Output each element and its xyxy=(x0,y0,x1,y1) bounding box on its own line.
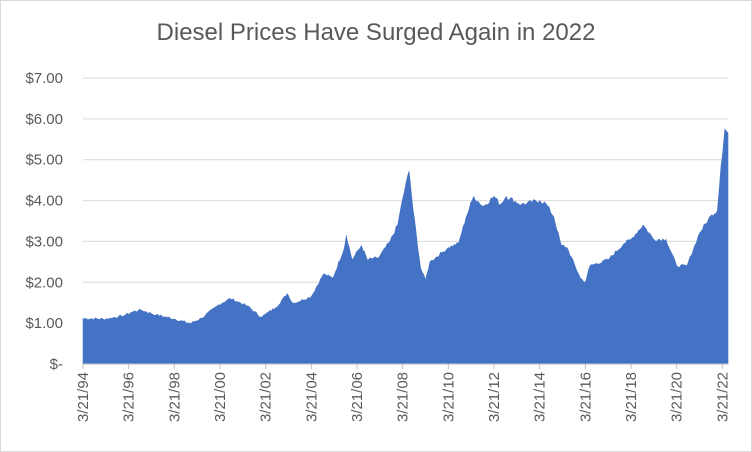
x-tick-label: 3/21/20 xyxy=(669,372,686,422)
y-tick-label: $5.00 xyxy=(25,152,63,169)
y-tick-label: $4.00 xyxy=(25,193,63,210)
x-tick-label: 3/21/08 xyxy=(395,372,412,422)
x-tick-label: 3/21/98 xyxy=(166,372,183,422)
y-tick-label: $- xyxy=(50,356,63,373)
area-series-diesel-price xyxy=(82,128,729,365)
x-tick-label: 3/21/00 xyxy=(212,372,229,422)
x-tick-label: 3/21/06 xyxy=(349,372,366,422)
x-tick-label: 3/21/94 xyxy=(75,372,92,422)
x-tick-label: 3/21/02 xyxy=(258,372,275,422)
x-axis: 3/21/94 3/21/96 3/21/98 3/21/00 3/21/02 3/21/… xyxy=(75,363,731,422)
y-tick-label: $7.00 xyxy=(25,70,63,87)
y-tick-label: $6.00 xyxy=(25,111,63,128)
y-axis: $- $1.00 $2.00 $3.00 $4.00 $5.00 $6.00 $7.00 xyxy=(25,70,63,373)
x-tick-label: 3/21/10 xyxy=(440,372,457,422)
x-tick-label: 3/21/14 xyxy=(532,372,549,422)
x-tick-label: 3/21/12 xyxy=(486,372,503,422)
y-tick-label: $1.00 xyxy=(25,315,63,332)
y-tick-label: $2.00 xyxy=(25,274,63,291)
chart-title: Diesel Prices Have Surged Again in 2022 xyxy=(156,19,596,46)
x-tick-label: 3/21/16 xyxy=(577,372,594,422)
x-tick-label: 3/21/18 xyxy=(623,372,640,422)
x-tick-label: 3/21/04 xyxy=(303,372,320,422)
x-tick-label: 3/21/96 xyxy=(121,372,138,422)
area-series xyxy=(82,128,729,365)
x-tick-label: 3/21/22 xyxy=(714,372,731,422)
y-tick-label: $3.00 xyxy=(25,233,63,250)
